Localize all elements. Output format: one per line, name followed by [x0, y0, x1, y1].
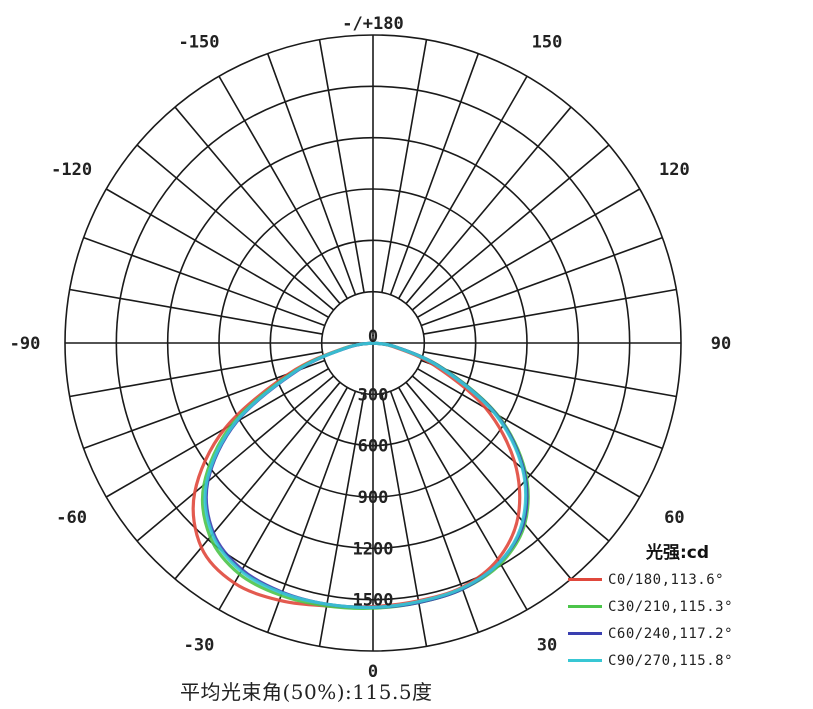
legend-label: C30/210,115.3°	[608, 598, 734, 615]
grid-spoke	[381, 39, 428, 293]
angle-tick-label: 60	[664, 508, 684, 528]
legend-label: C90/270,115.8°	[608, 652, 734, 669]
polar-labels: 0 30 60 90 120 150 -/+180 -150 -120 -90 -60 -30 0 300…	[10, 14, 732, 682]
center-label: 0	[368, 327, 378, 347]
grid-spoke	[136, 144, 335, 311]
legend-item: C0/180,113.6°	[568, 566, 808, 593]
radial-tick-label: 600	[358, 437, 389, 457]
legend-rows: C0/180,113.6° C30/210,115.3° C60/240,117.2…	[568, 566, 808, 674]
angle-tick-label: -120	[51, 160, 92, 180]
intensity-curves	[191, 341, 530, 610]
grid-spoke	[83, 236, 326, 327]
angle-tick-label: -150	[179, 33, 220, 53]
grid-spoke	[420, 359, 663, 450]
legend: 光强:cd C0/180,113.6° C30/210,115.3° C60/240…	[568, 540, 808, 674]
legend-item: C30/210,115.3°	[568, 593, 808, 620]
angle-tick-label: -60	[56, 508, 87, 528]
legend-label: C60/240,117.2°	[608, 625, 734, 642]
radial-tick-label: 300	[358, 385, 389, 405]
angle-tick-label: 120	[659, 160, 690, 180]
legend-swatch	[568, 632, 602, 635]
grid-spoke	[423, 288, 677, 335]
radial-tick-label: 1500	[353, 591, 394, 611]
grid-spoke	[136, 375, 335, 542]
grid-spoke	[69, 288, 323, 335]
grid-spoke	[174, 381, 341, 580]
legend-label: C0/180,113.6°	[608, 571, 725, 588]
grid-spoke	[417, 188, 641, 319]
grid-spoke	[405, 106, 572, 305]
grid-spoke	[318, 39, 365, 293]
grid-spoke	[411, 144, 610, 311]
grid-spoke	[411, 375, 610, 542]
grid-spoke	[417, 367, 641, 498]
legend-item: C90/270,115.8°	[568, 647, 808, 674]
grid-spoke	[405, 381, 572, 580]
legend-unit-title: 光强:cd	[646, 543, 710, 563]
angle-tick-label: -30	[184, 635, 215, 655]
series-curve	[191, 341, 522, 609]
angle-tick-label: 0	[368, 662, 378, 682]
grid-spoke	[397, 75, 528, 299]
legend-swatch	[568, 605, 602, 608]
grid-spoke	[218, 75, 349, 299]
grid-spoke	[266, 53, 357, 296]
series-curve	[204, 341, 529, 610]
grid-spoke	[218, 387, 349, 611]
series-curve	[203, 341, 528, 610]
legend-swatch	[568, 659, 602, 662]
radial-tick-label: 1200	[353, 539, 394, 559]
grid-spoke	[389, 390, 480, 633]
legend-swatch	[568, 578, 602, 581]
average-beam-angle-note: 平均光束角(50%):115.5度	[180, 680, 433, 704]
angle-tick-label: -90	[10, 334, 41, 354]
radial-tick-label: 900	[358, 488, 389, 508]
angle-tick-label: 30	[537, 635, 557, 655]
grid-spoke	[105, 367, 329, 498]
grid-spoke	[423, 351, 677, 398]
grid-spoke	[420, 236, 663, 327]
grid-spoke	[397, 387, 528, 611]
angle-tick-label: -/+180	[342, 14, 403, 34]
grid-spoke	[174, 106, 341, 305]
angle-tick-label: 150	[532, 33, 563, 53]
grid-spoke	[389, 53, 480, 296]
angle-tick-label: 90	[711, 334, 731, 354]
grid-spoke	[105, 188, 329, 319]
grid-spoke	[69, 351, 323, 398]
legend-item: C60/240,117.2°	[568, 620, 808, 647]
grid-spoke	[381, 393, 428, 647]
